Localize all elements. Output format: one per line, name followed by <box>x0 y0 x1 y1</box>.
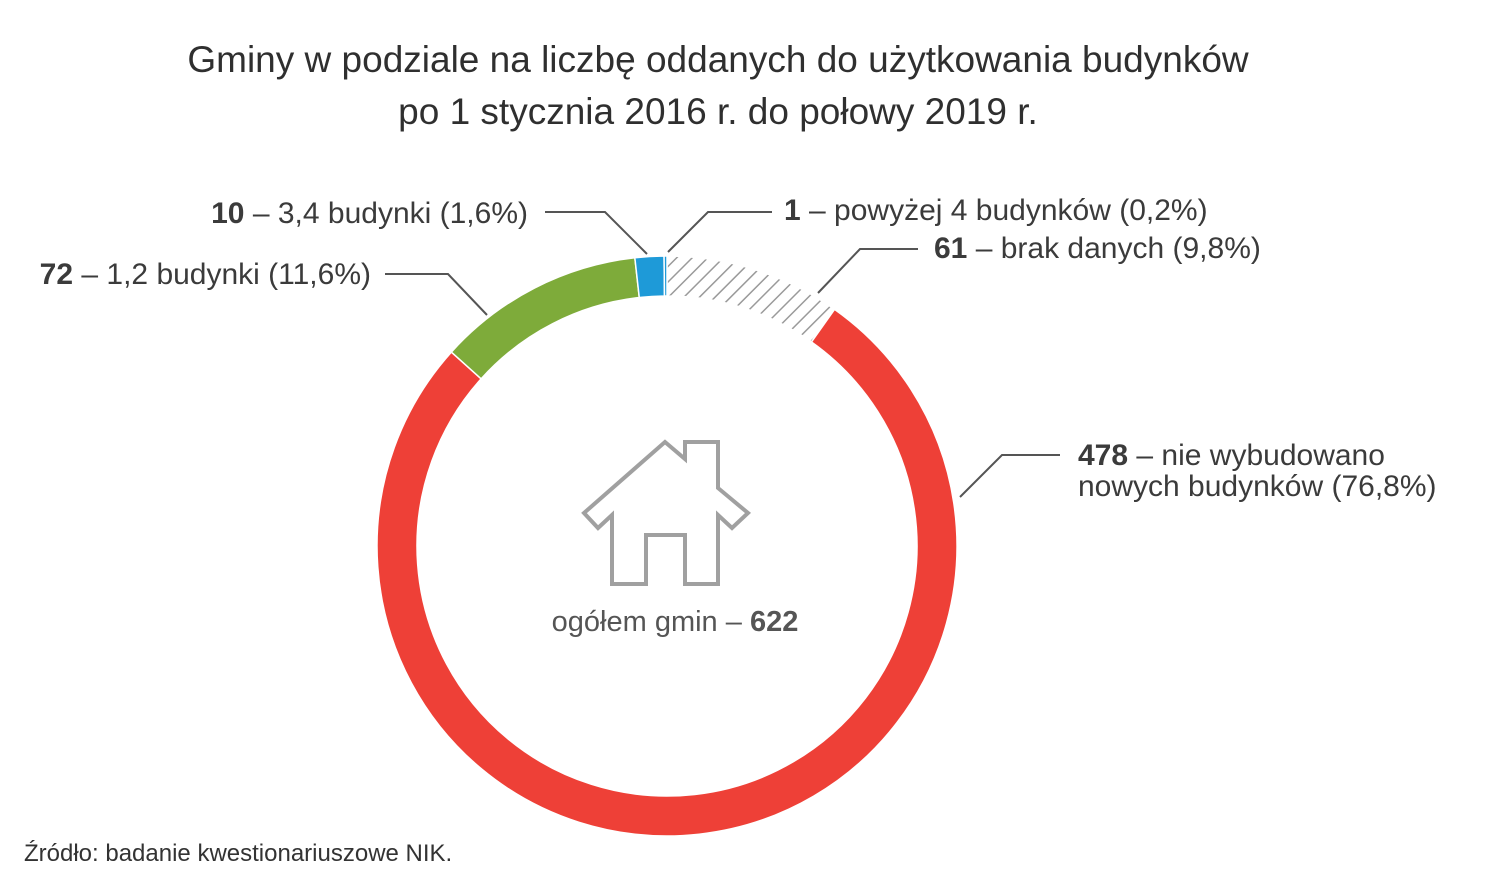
label-b4p: 1 – powyżej 4 budynków (0,2%) <box>784 194 1208 227</box>
label-b12-count: 72 <box>40 258 73 291</box>
label-b4p-text: – powyżej 4 budynków (0,2%) <box>801 194 1208 227</box>
slice-brak <box>666 255 836 344</box>
leader-line-b12 <box>385 273 488 316</box>
chart-title-line-2: po 1 stycznia 2016 r. do połowy 2019 r. <box>398 91 1038 132</box>
label-b12-text: – 1,2 budynki (11,6%) <box>73 258 371 291</box>
slice-nie <box>376 308 958 837</box>
center-total: ogółem gmin – 622 <box>552 606 799 638</box>
label-b34-count: 10 <box>211 197 244 230</box>
leader-line-brak <box>817 248 918 294</box>
label-nie-line-2: nowych budynków (76,8%) <box>1078 470 1437 503</box>
leader-line-nie <box>959 454 1060 498</box>
label-nie: 478 – nie wybudowano <box>1078 439 1385 472</box>
slice-b12 <box>450 256 641 380</box>
slice-b4p <box>663 255 668 297</box>
center-total-value: 622 <box>750 606 798 638</box>
label-b4p-count: 1 <box>784 194 801 227</box>
label-brak-count: 61 <box>934 232 967 265</box>
label-nie-text-1: – nie wybudowano <box>1128 439 1385 472</box>
source-note: Źródło: badanie kwestionariuszowe NIK. <box>24 840 453 867</box>
donut-slices <box>376 255 958 837</box>
leader-line-b34 <box>545 211 648 255</box>
label-b34: 10 – 3,4 budynki (1,6%) <box>211 197 528 230</box>
chart-title: Gminy w podziale na liczbę oddanych do u… <box>0 34 1436 138</box>
slice-b34 <box>634 255 666 299</box>
house-icon <box>581 439 752 586</box>
label-b12: 72 – 1,2 budynki (11,6%) <box>40 258 371 291</box>
label-brak: 61 – brak danych (9,8%) <box>934 232 1261 265</box>
label-b34-text: – 3,4 budynki (1,6%) <box>245 197 529 230</box>
label-nie-count: 478 <box>1078 439 1128 472</box>
leader-line-b4p <box>667 211 772 253</box>
chart-title-line-1: Gminy w podziale na liczbę oddanych do u… <box>187 39 1249 80</box>
center-total-label: ogółem gmin – <box>552 606 750 638</box>
label-brak-text: – brak danych (9,8%) <box>967 232 1260 265</box>
